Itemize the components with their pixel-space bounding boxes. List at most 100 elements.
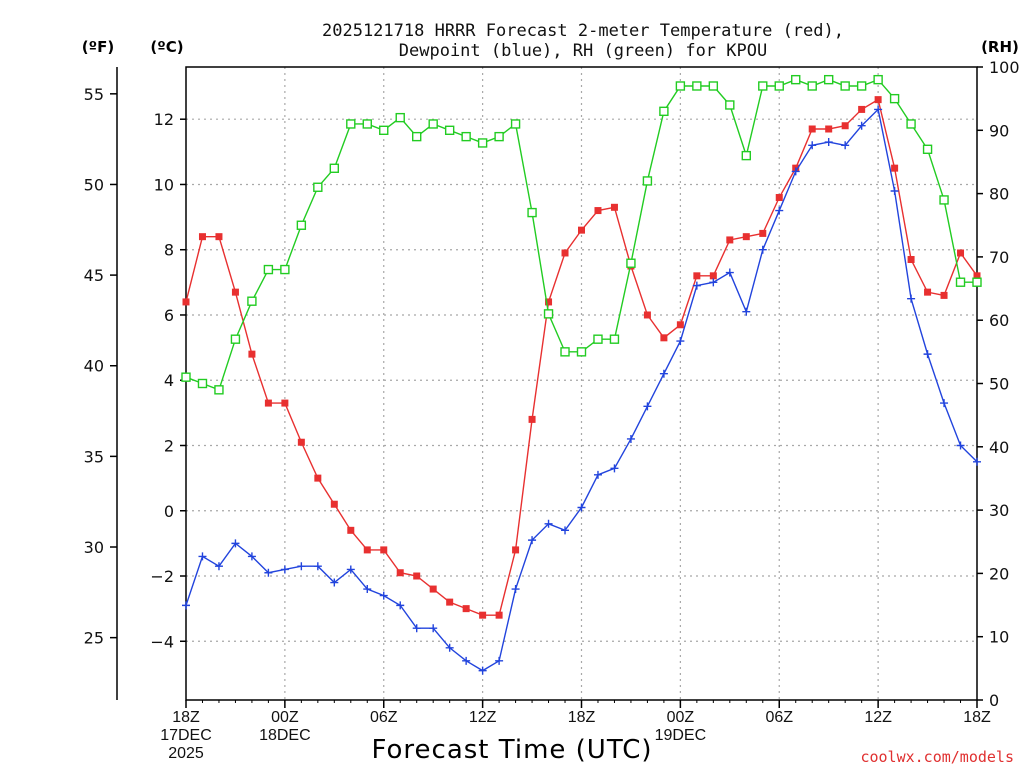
celsius-tick-label: −4 <box>150 632 174 651</box>
fahrenheit-tick-label: 25 <box>84 629 104 648</box>
x-tick-label: 00Z <box>271 709 299 726</box>
dewpoint-point <box>643 402 652 411</box>
celsius-tick-label: 4 <box>164 371 174 390</box>
dewpoint-point <box>544 519 553 528</box>
dewpoint-point <box>791 167 800 176</box>
x-tick-label: 19DEC <box>655 727 707 744</box>
rh-point <box>906 119 916 129</box>
temperature-point <box>281 399 289 407</box>
celsius-tick-label: 10 <box>154 175 174 194</box>
rh-point <box>659 106 669 117</box>
temperature-point <box>693 272 701 280</box>
rh-tick-label: 20 <box>989 564 1009 583</box>
temperature-point <box>396 569 404 577</box>
dewpoint-point <box>412 624 421 633</box>
dewpoint-point <box>495 656 504 665</box>
dewpoint-point <box>280 565 289 574</box>
temperature-point <box>643 311 651 319</box>
temperature-point <box>825 125 833 133</box>
temperature-point <box>578 226 585 234</box>
x-tick-label: 18Z <box>172 709 200 726</box>
temperature-point <box>297 438 305 446</box>
dewpoint-point <box>758 245 767 254</box>
x-tick-label: 12Z <box>469 709 497 726</box>
rh-point <box>510 119 521 129</box>
temperature-point <box>891 164 899 172</box>
celsius-tick-label: 12 <box>154 110 174 129</box>
temperature-point <box>660 334 668 342</box>
dewpoint-point <box>247 552 256 561</box>
rh-point <box>395 112 405 123</box>
rh-point <box>972 277 982 287</box>
x-tick-label: 2025 <box>168 745 204 762</box>
rh-point <box>214 385 224 395</box>
fahrenheit-tick-label: 35 <box>84 447 104 466</box>
rh-point <box>840 81 850 91</box>
fahrenheit-tick-label: 50 <box>84 175 104 194</box>
x-tick-label: 17DEC <box>160 727 212 744</box>
x-tick-label: 18Z <box>568 709 596 726</box>
dewpoint-point <box>956 441 965 450</box>
dewpoint-point <box>198 552 207 561</box>
temperature-point <box>330 500 338 508</box>
rh-point <box>313 182 323 192</box>
temperature-point <box>413 572 421 580</box>
dewpoint-point <box>659 369 668 378</box>
temperature-point <box>363 546 371 554</box>
dewpoint-point <box>808 141 817 150</box>
temperature-point <box>231 288 239 296</box>
rh-point <box>461 131 471 142</box>
rh-point <box>247 296 257 306</box>
dewpoint-point <box>264 568 273 577</box>
rh-point <box>560 347 570 357</box>
dewpoint-point <box>709 278 718 287</box>
x-axis-label: Forecast Time (UTC) <box>371 735 652 765</box>
dewpoint-point <box>561 526 570 535</box>
rh-point <box>527 207 537 218</box>
temperature-point <box>841 122 849 130</box>
dewpoint-point <box>692 281 701 290</box>
dewpoint-point <box>528 536 537 545</box>
temperature-point <box>726 236 734 244</box>
dewpoint-point <box>907 294 916 303</box>
celsius-tick-label: 6 <box>164 306 174 325</box>
chart-title-line-2: Dewpoint (blue), RH (green) for KPOU <box>399 41 767 61</box>
rh-point <box>329 163 340 173</box>
dewpoint-point <box>429 624 438 633</box>
dewpoint-point <box>346 565 355 574</box>
rh-point <box>181 372 191 382</box>
rh-point <box>412 131 422 142</box>
rh-point <box>774 81 784 91</box>
dewpoint-point <box>824 138 833 147</box>
temperature-point <box>610 203 618 211</box>
celsius-tick-label: −2 <box>150 567 174 586</box>
dewpoint-point <box>890 186 899 195</box>
dewpoint-point <box>478 666 487 675</box>
rh-point <box>741 150 751 161</box>
rh-tick-label: 40 <box>989 438 1009 457</box>
rh-point <box>889 93 900 104</box>
rh-point <box>609 334 620 344</box>
x-tick-label: 06Z <box>765 709 793 726</box>
temperature-point <box>874 96 882 104</box>
celsius-tick-label: 2 <box>164 436 174 455</box>
dewpoint-point <box>940 399 949 408</box>
dewpoint-point <box>313 562 322 571</box>
rh-point <box>823 74 834 85</box>
temperature-point <box>709 272 717 280</box>
rh-point <box>477 138 488 148</box>
dewpoint-point <box>676 337 685 346</box>
temperature-point <box>462 605 470 613</box>
dewpoint-point <box>626 434 635 443</box>
grid-lines <box>186 67 977 700</box>
rh-tick-label: 90 <box>989 121 1009 140</box>
rh-point <box>576 347 587 357</box>
rh-tick-label: 10 <box>989 628 1009 647</box>
rh-point <box>791 74 801 85</box>
dewpoint-point <box>445 643 454 652</box>
dewpoint-point <box>973 457 981 466</box>
rh-point <box>642 176 653 186</box>
rh-point <box>346 119 356 129</box>
